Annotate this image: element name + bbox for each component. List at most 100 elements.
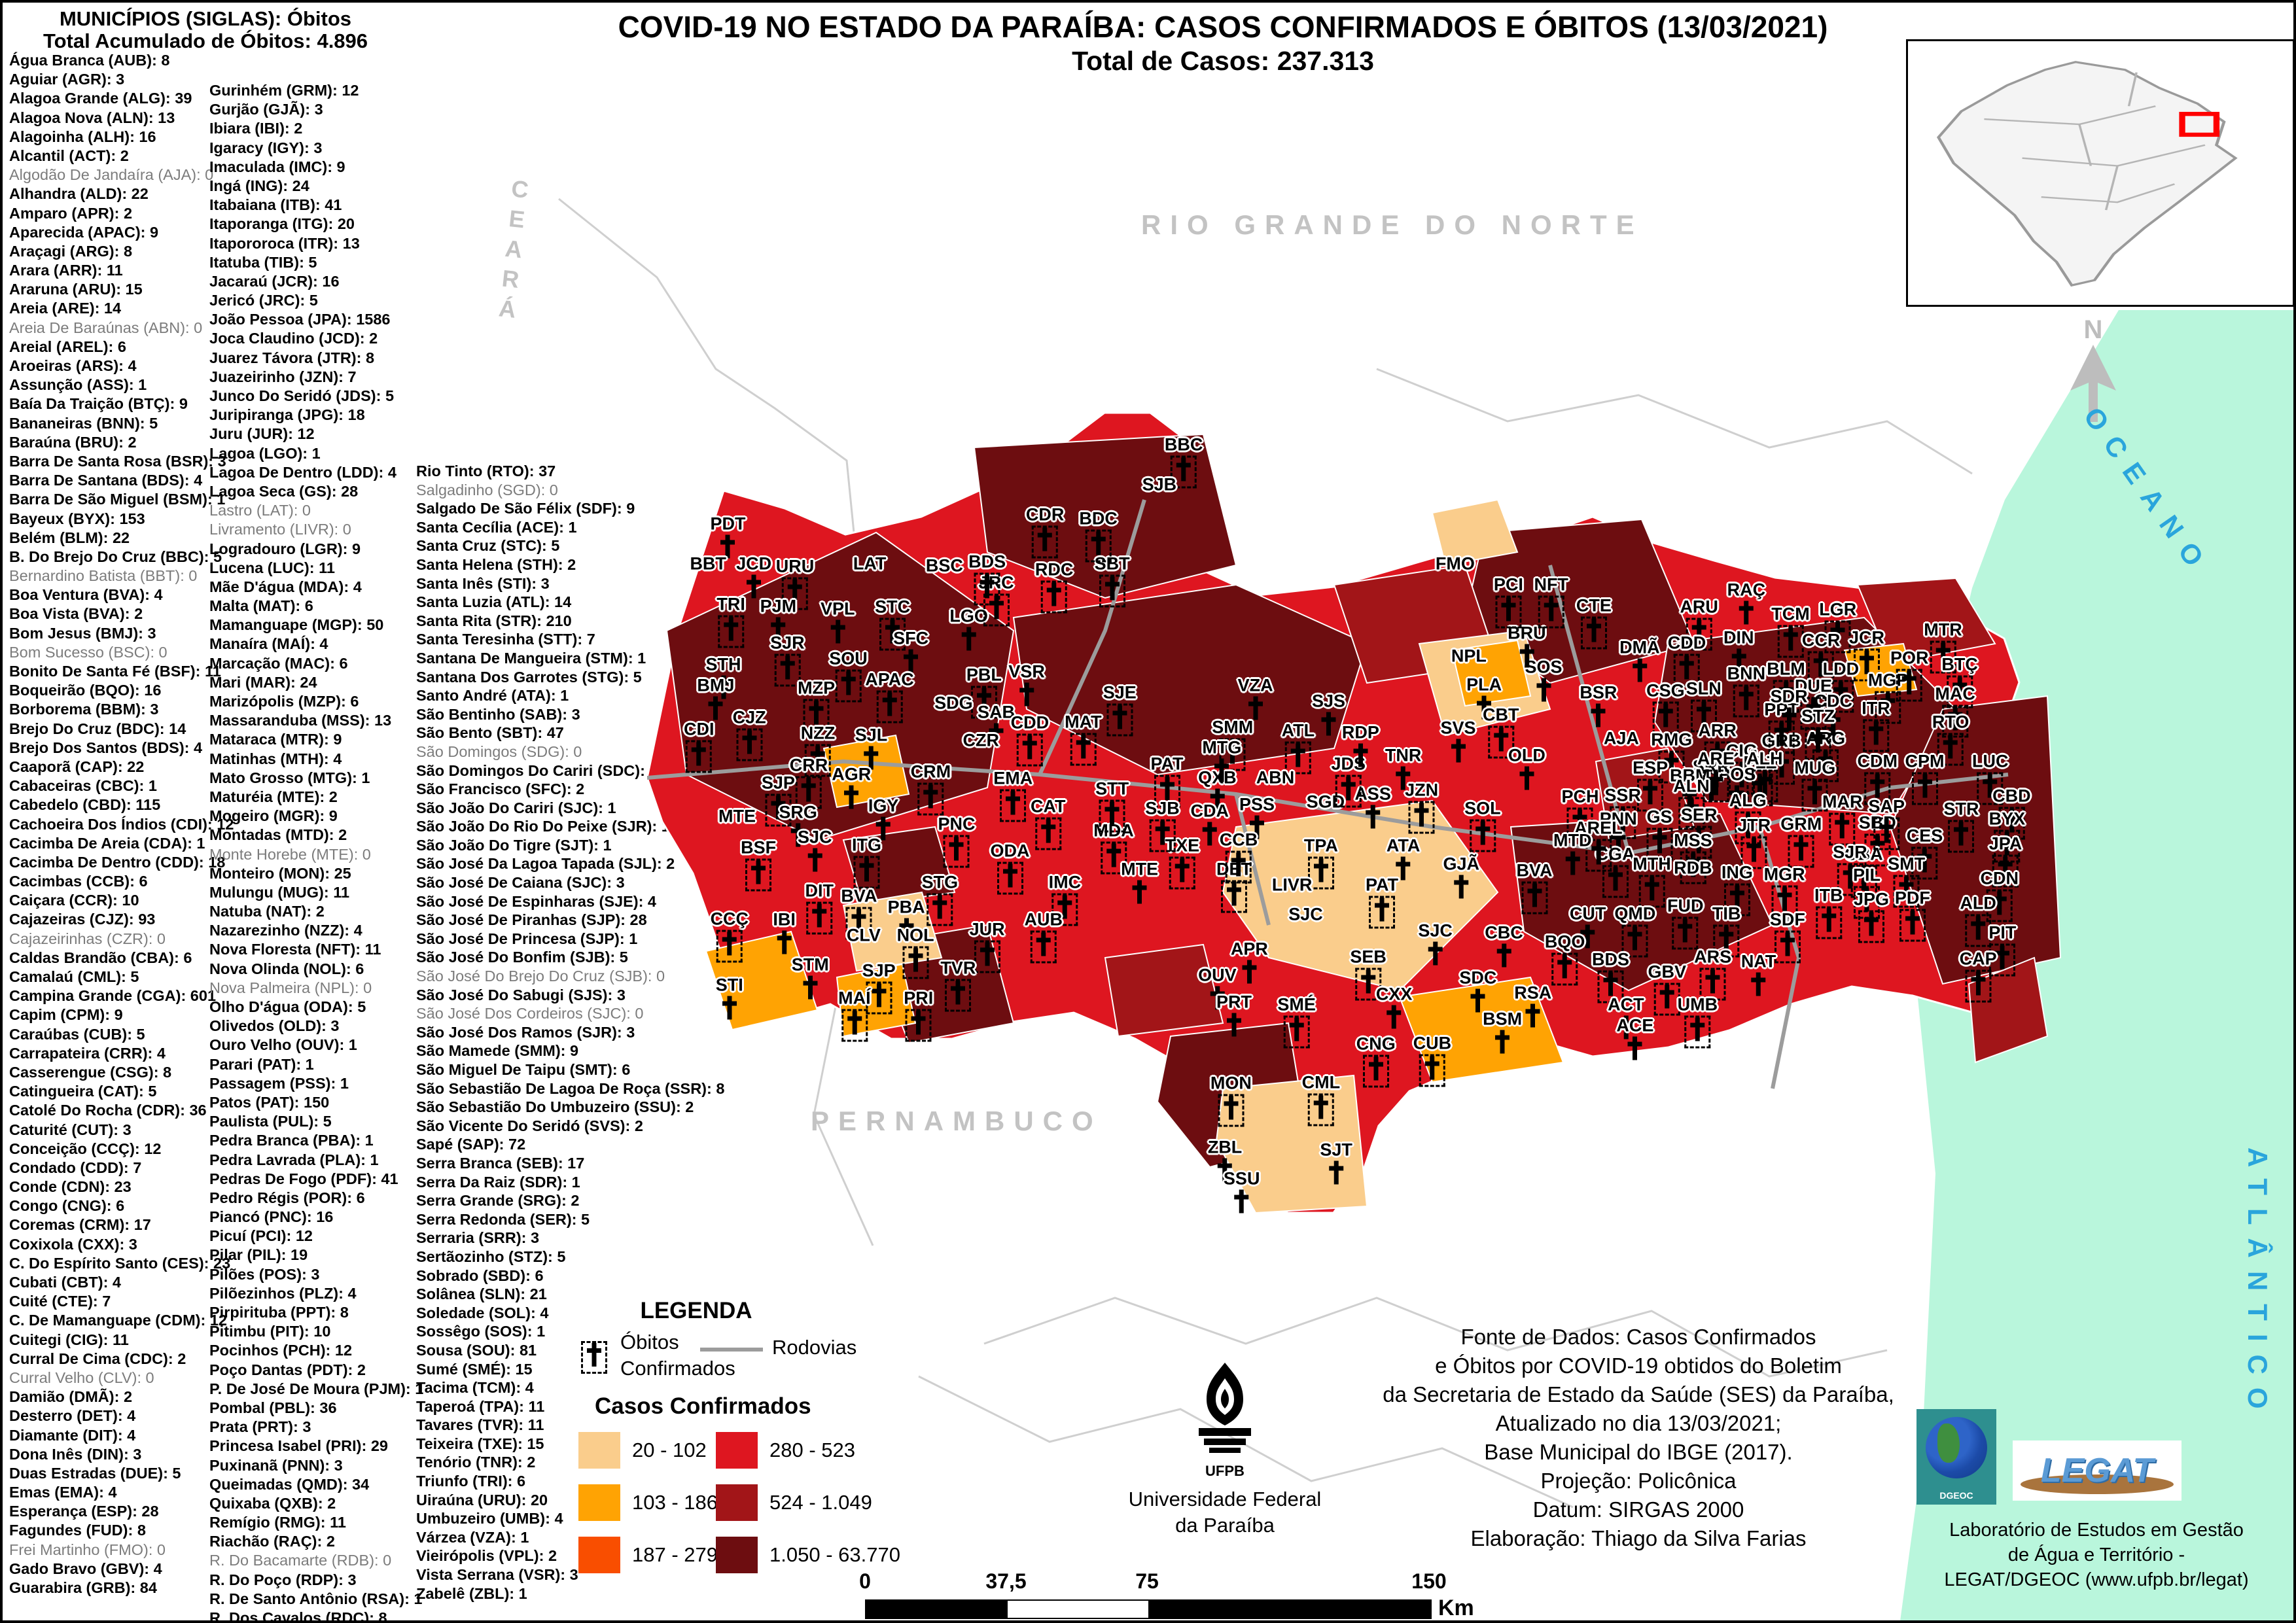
deaths-cross-icon [1729,785,1746,809]
map-label-ALD: ALD [1960,893,1996,947]
map-label-NPL: NPL [1451,646,1487,666]
municipality-entry: Livramento (LIVR): 0 [209,521,351,538]
municipality-entry: Parari (PAT): 1 [209,1055,314,1073]
deaths-cross-icon [1837,863,1863,896]
municipality-deaths-column-3: Rio Tinto (RTO): 37 Salgadinho (SGD): 0 Sa… [416,462,724,1603]
municipality-sigla: SJL [855,725,888,745]
municipality-sigla: DMÃ [1619,637,1660,657]
municipality-sigla: APR [1230,939,1268,959]
municipality-sigla: SRG [779,802,817,822]
map-label-QMD: QMD [1614,903,1656,958]
map-label-RTO: RTO [1932,712,1969,766]
map-label-SJE: SJE [1103,682,1137,737]
map-label-CDI: CDI [684,719,714,773]
municipality-entry: Barra De Santana (BDS): 4 [9,472,203,489]
municipality-sigla: GBV [1648,962,1687,982]
deaths-cross-icon [1034,817,1061,850]
municipality-entry: São José Dos Cordeiros (SJC): 0 [416,1005,644,1022]
dgeoc-globe-icon [1926,1417,1987,1478]
municipality-entry: Umbuzeiro (UMB): 4 [416,1510,563,1527]
map-label-TVR: TVR [940,958,976,1012]
map-label-SJL: SJL [855,725,888,770]
map-label-RSA: RSA [1514,983,1551,1028]
map-label-ITB: ITB [1814,885,1843,939]
municipality-entry: Serra Da Raiz (SDR): 1 [416,1173,580,1191]
deaths-cross-icon [1638,875,1665,908]
municipality-entry: São José Do Brejo Do Cruz (SJB): 0 [416,968,665,985]
deaths-cross-icon [875,816,892,841]
deaths-cross-icon [1773,680,1799,713]
map-label-DMÃ: DMÃ [1619,637,1660,682]
legat-logo: LEGAT [2013,1440,2181,1501]
municipality-sigla: CUB [1413,1033,1452,1053]
map-label-LAT: LAT [853,553,886,574]
deaths-cross-icon [1801,778,1828,812]
deaths-cross-icon [1590,703,1607,727]
deaths-cross-icon [1965,969,1992,1003]
deaths-cross-icon [1307,856,1334,890]
deaths-cross-icon [1218,1094,1245,1127]
deaths-cross-icon [1362,1055,1389,1088]
map-label-BMJ: BMJ [697,676,734,720]
municipality-sigla: ARS [1694,947,1732,967]
map-label-SEB: SEB [1350,947,1386,1001]
municipality-sigla: PNN [1599,809,1637,829]
municipality-sigla: RDB [1674,858,1712,878]
data-source-text: Fonte de Dados: Casos Confirmados e Óbito… [1383,1325,1894,1550]
map-label-AGR: AGR [832,764,871,809]
municipality-entry: Serraria (SRR): 3 [416,1229,540,1247]
scale-bar: 0 37,5 75 150 Km [859,1569,1480,1620]
municipality-sigla: CML [1301,1072,1341,1092]
map-label-JPG: JPG [1854,890,1889,943]
municipality-entry: Fagundes (FUD): 8 [9,1522,146,1539]
map-label-SMM: SMM [1212,717,1253,771]
municipality-sigla: ATL [1281,720,1315,741]
deaths-cross-icon [1631,658,1648,682]
municipality-sigla: SJB [1142,474,1177,495]
deaths-cross-icon [1942,705,1969,738]
map-label-ITR: ITR [1862,698,1890,752]
map-label-PBA: PBA [888,898,925,942]
deaths-cross-icon [1713,924,1740,958]
map-label-CDA: CDA [1191,801,1229,846]
municipality-sigla: SJP [761,773,795,793]
map-label-CBD: CBD [1992,786,2031,840]
municipality-sigla: JTR [1737,815,1771,835]
municipality-entry: Esperança (ESP): 28 [9,1503,159,1520]
deaths-cross-icon [719,534,736,559]
cases-legend-title: Casos Confirmados [595,1393,811,1419]
municipality-entry: São Domingos (SDG): 0 [416,742,582,760]
map-label-URU: URU [776,556,814,610]
municipality-sigla: QMD [1614,903,1656,924]
municipality-entry: Serra Grande (SRG): 2 [416,1192,580,1210]
municipality-sigla: TNR [1385,745,1422,765]
map-label-CDD: CDD [1011,713,1049,767]
legend-swatch-3 [578,1537,620,1573]
municipality-entry: Sossêgo (SOS): 1 [416,1323,546,1340]
deaths-cross-icon [745,574,762,599]
municipality-sigla: SSU [1223,1168,1260,1189]
map-label-BSF: BSF [741,837,776,891]
municipality-sigla: ABN [1256,767,1295,788]
municipality-deaths-column-1: Água Branca (AUB): 8 Aguiar (AGR): 3 Alago… [9,51,234,1597]
deaths-cross-icon [774,654,801,687]
legat-word: LEGAT [2040,1452,2154,1490]
deaths-cross-icon [1828,680,1854,713]
map-label-SSR: SSR [1604,785,1641,839]
municipality-sigla: CPM [1905,751,1945,771]
map-label-MSS: MSS [1674,830,1712,884]
municipality-sigla: ACE [1616,1015,1654,1036]
municipality-sigla: SRR [1692,756,1730,777]
map-label-APR: APR [1230,939,1268,984]
municipality-sigla: CES [1906,826,1943,846]
municipality-sigla: FMO [1435,553,1475,574]
map-label-SOL: SOL [1464,798,1501,852]
municipality-sigla: ALG [1729,790,1767,811]
map-label-PNN: PNN [1599,809,1637,854]
deaths-cross-icon [1475,695,1492,720]
municipality-entry: Coxixola (CXX): 3 [9,1235,137,1253]
municipality-sigla: TCM [1771,604,1810,624]
map-label-SGD: SGD [1307,792,1345,812]
map-label-ESP: ESP [1633,758,1668,812]
municipality-entry: Araçagi (ARG): 8 [9,242,133,260]
